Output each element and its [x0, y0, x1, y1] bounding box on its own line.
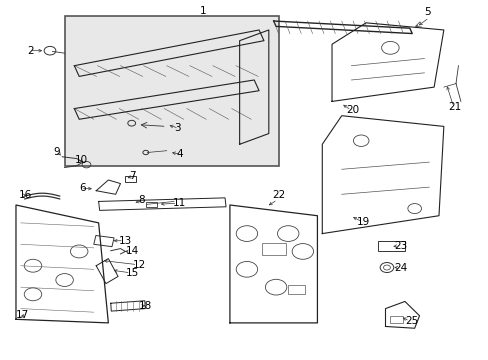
Text: 25: 25 [404, 316, 417, 326]
Text: 20: 20 [346, 105, 359, 115]
Bar [146, 202, 157, 207]
Bar [125, 176, 136, 182]
Text: 5: 5 [424, 8, 430, 18]
Text: 13: 13 [119, 236, 132, 246]
Text: 6: 6 [79, 183, 85, 193]
Text: 14: 14 [125, 247, 139, 256]
Text: 17: 17 [16, 310, 29, 320]
Text: 23: 23 [393, 241, 407, 251]
Bar [389, 316, 402, 323]
Text: 15: 15 [125, 268, 139, 278]
Text: 9: 9 [53, 147, 60, 157]
Text: 1: 1 [200, 6, 206, 16]
Text: 10: 10 [75, 155, 88, 165]
Bar [94, 235, 114, 247]
Text: 21: 21 [448, 102, 461, 112]
Bar [64, 16, 278, 166]
Bar [377, 241, 404, 251]
Text: 4: 4 [176, 149, 183, 159]
Text: 3: 3 [174, 123, 180, 133]
Bar [287, 285, 305, 294]
Text: 19: 19 [357, 217, 370, 227]
Text: 24: 24 [393, 262, 407, 273]
Text: 2: 2 [27, 46, 34, 56]
Text: 8: 8 [138, 195, 145, 205]
Text: 7: 7 [129, 171, 136, 181]
Text: 16: 16 [19, 190, 32, 201]
Text: 11: 11 [172, 198, 185, 208]
Bar [261, 243, 285, 255]
Text: 12: 12 [132, 260, 145, 270]
Text: 22: 22 [272, 190, 285, 200]
Text: 18: 18 [139, 301, 152, 311]
